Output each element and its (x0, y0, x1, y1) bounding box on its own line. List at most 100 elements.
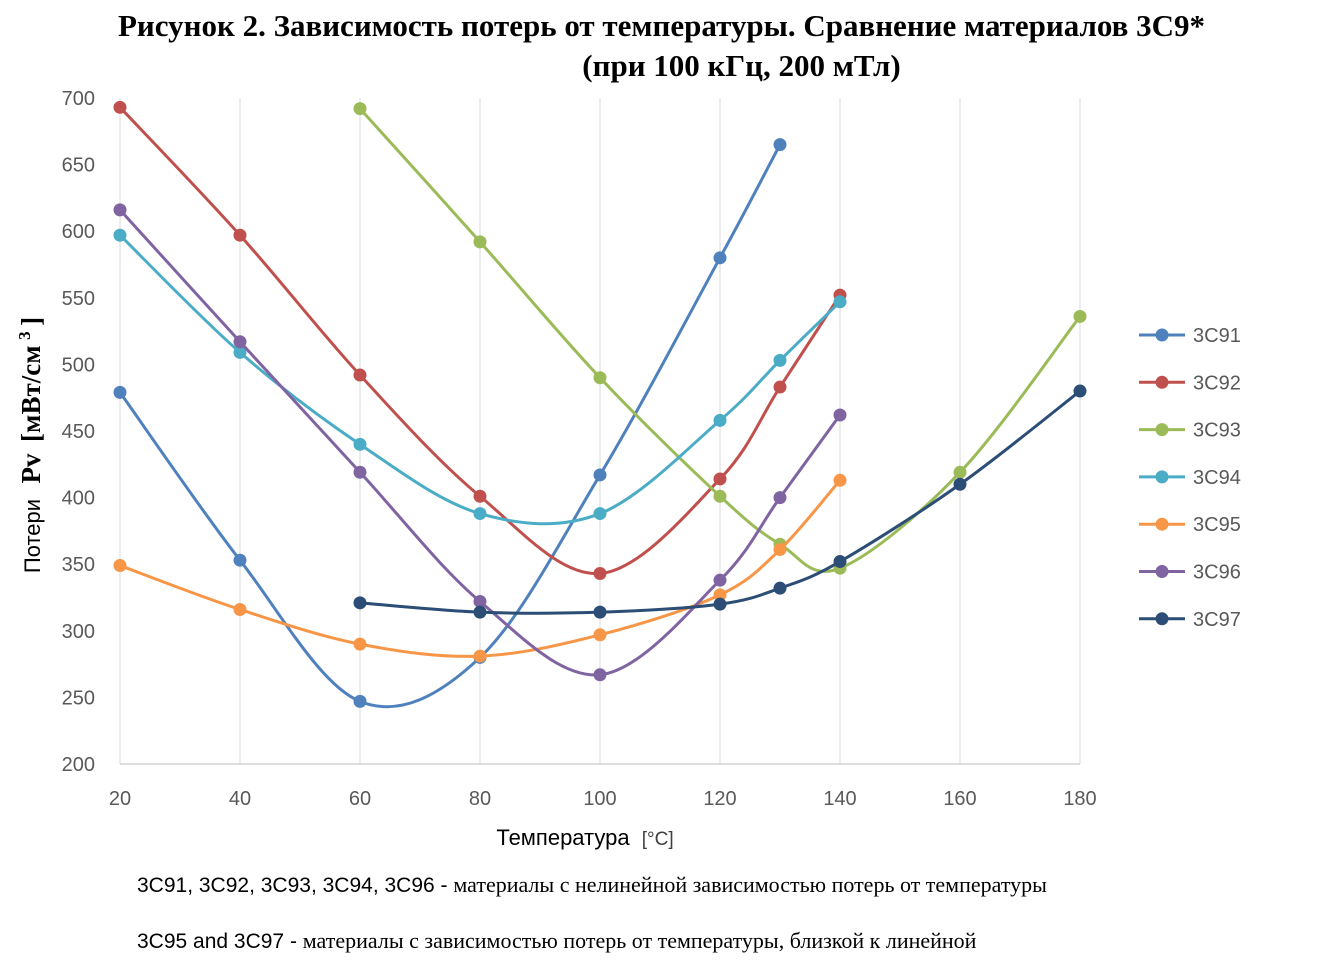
legend-marker-3c94 (1155, 470, 1169, 484)
series-3c91 (113, 138, 787, 709)
y-tick-550: 550 (62, 288, 95, 310)
point-3c96-120 (713, 573, 727, 587)
series-3c93 (353, 102, 1087, 575)
series-3c95 (113, 473, 847, 663)
legend-label-3c93: 3C93 (1193, 420, 1241, 442)
point-3c96-80 (473, 594, 487, 608)
legend-label-3c95: 3C95 (1193, 514, 1241, 536)
legend-item-3c93: 3C93 (1139, 420, 1241, 442)
x-axis-label: Температура [°C] (496, 825, 673, 850)
series-3c97 (353, 384, 1087, 619)
x-tick-40: 40 (229, 788, 251, 810)
point-3c94-60 (353, 437, 367, 451)
legend-label-3c97: 3C97 (1193, 609, 1241, 631)
x-tick-labels: 20 40 60 80 100 120 140 160 180 (109, 788, 1097, 810)
point-3c93-60 (353, 102, 367, 116)
legend-item-3c96: 3C96 (1139, 562, 1241, 584)
point-3c93-160 (953, 465, 967, 479)
legend-item-3c95: 3C95 (1139, 514, 1241, 536)
point-3c92-60 (353, 368, 367, 382)
point-3c94-40 (233, 345, 247, 359)
point-3c92-120 (713, 472, 727, 486)
point-3c91-120 (713, 251, 727, 265)
point-3c92-40 (233, 228, 247, 242)
x-tick-160: 160 (943, 788, 976, 810)
point-3c92-100 (593, 567, 607, 581)
note-nonlinear-text: материалы с нелинейной зависимостью поте… (453, 872, 1047, 897)
legend-item-3c97: 3C97 (1139, 609, 1241, 631)
point-3c97-180 (1073, 384, 1087, 398)
legend-marker-3c96 (1155, 565, 1169, 578)
point-3c93-100 (593, 371, 607, 385)
note-nonlinear: 3C91, 3C92, 3C93, 3C94, 3C96 - материалы… (137, 872, 1047, 898)
point-3c96-20 (113, 203, 127, 217)
title-line-1: Рисунок 2. Зависимость потерь от темпера… (117, 8, 1206, 43)
point-3c96-130 (773, 491, 787, 505)
x-tick-80: 80 (469, 788, 491, 810)
point-3c91-60 (353, 694, 367, 708)
point-3c97-120 (713, 597, 727, 611)
y-axis-unit: [мВт/см (16, 345, 46, 442)
point-3c93-120 (713, 489, 727, 503)
point-3c92-130 (773, 380, 787, 394)
point-3c91-130 (773, 138, 787, 152)
point-3c97-100 (593, 605, 607, 619)
y-tick-700: 700 (62, 88, 95, 110)
grid (119, 98, 1081, 765)
y-tick-600: 600 (62, 221, 95, 243)
x-tick-100: 100 (583, 788, 616, 810)
y-axis-symbol: Pv (16, 453, 46, 483)
point-3c97-60 (353, 596, 367, 610)
y-axis-label: Потери Pv [мВт/см 3 ] (10, 317, 46, 573)
x-tick-20: 20 (109, 788, 131, 810)
point-3c96-60 (353, 465, 367, 479)
point-3c94-130 (773, 353, 787, 367)
note-linear-materials: 3C95 and 3C97 - (137, 930, 303, 953)
x-axis-unit: [°C] (642, 829, 674, 850)
y-tick-200: 200 (62, 754, 95, 776)
point-3c96-140 (833, 408, 847, 422)
y-tick-250: 250 (62, 687, 95, 709)
series-group (113, 100, 1087, 709)
y-tick-labels: 200 250 300 350 400 450 500 550 600 650 700 (62, 88, 95, 776)
legend-marker-3c97 (1155, 612, 1169, 626)
point-3c95-60 (353, 637, 367, 651)
y-tick-650: 650 (62, 155, 95, 177)
note-linear-text: материалы с зависимостью потерь от темпе… (302, 928, 977, 953)
y-axis-prefix: Потери (20, 499, 45, 573)
point-3c94-20 (113, 228, 127, 242)
point-3c91-20 (113, 385, 127, 399)
y-axis-unit-sup: 3 (15, 331, 34, 340)
point-3c94-140 (833, 295, 847, 309)
figure-title: Рисунок 2. Зависимость потерь от темпера… (0, 6, 1323, 86)
point-3c94-120 (713, 413, 727, 427)
y-tick-500: 500 (62, 354, 95, 376)
point-3c92-20 (113, 100, 127, 114)
point-3c94-80 (473, 507, 487, 521)
legend-marker-3c91 (1155, 328, 1169, 342)
legend-label-3c92: 3C92 (1193, 372, 1241, 394)
point-3c91-100 (593, 468, 607, 482)
note-linear: 3C95 and 3C97 - материалы с зависимостью… (137, 928, 976, 954)
point-3c92-80 (473, 489, 487, 503)
legend-label-3c91: 3C91 (1193, 325, 1241, 347)
legend-item-3c94: 3C94 (1139, 467, 1241, 489)
point-3c96-100 (593, 668, 607, 682)
point-3c95-100 (593, 628, 607, 642)
series-3c96 (113, 203, 847, 682)
point-3c97-140 (833, 555, 847, 569)
point-3c97-160 (953, 477, 967, 491)
legend-label-3c96: 3C96 (1193, 562, 1241, 584)
point-3c95-40 (233, 602, 247, 616)
point-3c97-80 (473, 605, 487, 619)
legend: 3C91 3C92 3C93 3C94 3C95 3C96 3C97 (1139, 325, 1241, 631)
x-tick-120: 120 (703, 788, 736, 810)
legend-marker-3c95 (1155, 517, 1169, 531)
point-3c95-120 (713, 588, 727, 602)
x-tick-60: 60 (349, 788, 371, 810)
point-3c95-20 (113, 559, 127, 573)
legend-label-3c94: 3C94 (1193, 467, 1241, 489)
loss-vs-temperature-chart: 20 40 60 80 100 120 140 160 180 200 250 300 350 400 4… (10, 88, 1241, 850)
point-3c97-130 (773, 581, 787, 595)
legend-marker-3c92 (1155, 375, 1169, 389)
